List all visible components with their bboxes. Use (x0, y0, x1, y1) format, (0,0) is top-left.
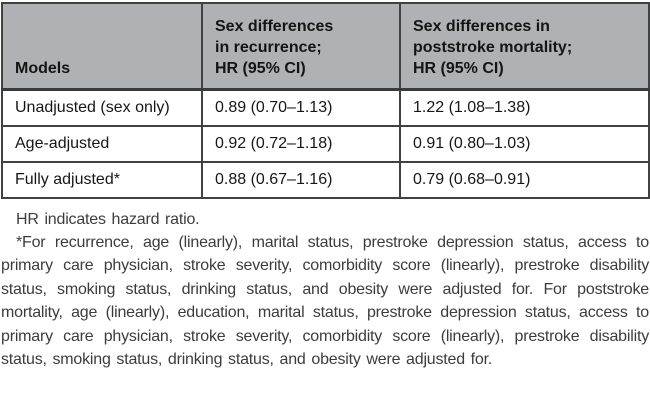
cell-mortality-hr: 0.79 (0.68–0.91) (399, 160, 650, 199)
table-row-unadjusted: Unadjusted (sex only) 0.89 (0.70–1.13) 1… (1, 88, 650, 127)
results-table: Models Sex differences in recurrence; HR… (1, 2, 650, 199)
adjustment-note: *For recurrence, age (linearly), marital… (1, 233, 649, 368)
header-cell-models: Models (1, 2, 203, 91)
header-recurrence-line2: in recurrence; (215, 39, 322, 56)
header-recurrence-line3: HR (95% CI) (215, 60, 306, 77)
cell-model: Fully adjusted* (1, 160, 203, 199)
header-cell-mortality: Sex differences in poststroke mortality;… (399, 2, 650, 91)
table-footnotes: HR indicates hazard ratio. *For recurren… (1, 208, 649, 372)
header-recurrence-line1: Sex differences (215, 18, 334, 35)
cell-model: Age-adjusted (1, 124, 203, 163)
header-cell-recurrence: Sex differences in recurrence; HR (95% C… (201, 2, 401, 91)
table-row-age-adjusted: Age-adjusted 0.92 (0.72–1.18) 0.91 (0.80… (1, 124, 650, 163)
cell-recurrence-hr: 0.89 (0.70–1.13) (201, 88, 401, 127)
header-models-label: Models (15, 60, 71, 77)
abbreviation-note: HR indicates hazard ratio. (16, 210, 200, 228)
cell-model: Unadjusted (sex only) (1, 88, 203, 127)
header-mortality-line1: Sex differences in (413, 18, 550, 35)
header-row: Models Sex differences in recurrence; HR… (1, 2, 650, 91)
header-mortality-line3: HR (95% CI) (413, 60, 504, 77)
table-row-fully-adjusted: Fully adjusted* 0.88 (0.67–1.16) 0.79 (0… (1, 160, 650, 199)
cell-mortality-hr: 0.91 (0.80–1.03) (399, 124, 650, 163)
header-mortality-line2: poststroke mortality; (413, 39, 573, 56)
cell-recurrence-hr: 0.92 (0.72–1.18) (201, 124, 401, 163)
cell-mortality-hr: 1.22 (1.08–1.38) (399, 88, 650, 127)
cell-recurrence-hr: 0.88 (0.67–1.16) (201, 160, 401, 199)
